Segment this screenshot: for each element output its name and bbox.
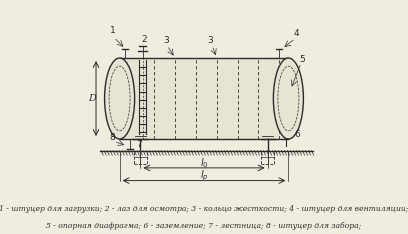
Text: 8: 8	[110, 133, 115, 142]
Text: 5: 5	[299, 55, 305, 63]
Text: 1: 1	[110, 26, 115, 35]
Bar	[261, 150, 274, 165]
Ellipse shape	[273, 58, 304, 139]
Bar	[134, 150, 147, 165]
Text: $l_p$: $l_p$	[200, 169, 208, 183]
Text: 4: 4	[294, 29, 299, 38]
Text: 2: 2	[141, 35, 147, 44]
Text: 6: 6	[294, 130, 300, 139]
Text: D: D	[89, 94, 96, 103]
Text: $l_0$: $l_0$	[200, 156, 208, 170]
Ellipse shape	[104, 58, 135, 139]
Text: 7: 7	[136, 140, 142, 149]
Polygon shape	[120, 58, 288, 139]
Text: 3: 3	[208, 36, 213, 45]
Text: 1 - штуцер для загрузки; 2 - лаз для осмотра; 3 - кольцо жесткости; 4 - штуцер д: 1 - штуцер для загрузки; 2 - лаз для осм…	[0, 205, 408, 213]
Text: 3: 3	[163, 36, 169, 45]
Text: 5 - опорная диафрагма; 6 - заземление; 7 - лестница; 8 - штуцер для забора;: 5 - опорная диафрагма; 6 - заземление; 7…	[47, 222, 361, 230]
